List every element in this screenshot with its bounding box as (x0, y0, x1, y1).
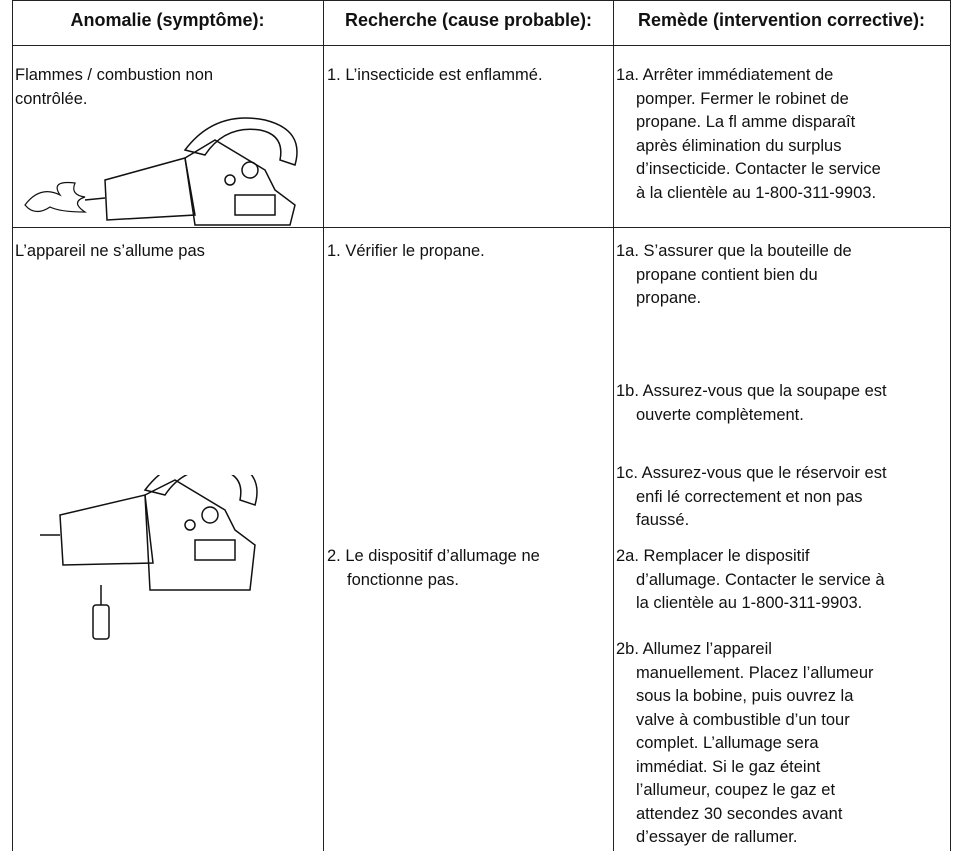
symptom: L’appareil ne s’allume pas (15, 240, 205, 264)
text-line: pomper. Fermer le robinet de (636, 89, 849, 108)
text-line: manuellement. Placez l’allumeur (636, 663, 874, 682)
text-line: 2. Le dispositif d’allumage ne (327, 547, 540, 565)
text-line: contrôlée. (15, 89, 88, 108)
text-line: propane. La fl amme disparaît (636, 113, 856, 131)
text-line: 2b. Allumez l’appareil (616, 640, 772, 658)
text-line: ouverte complètement. (636, 405, 804, 424)
cause: 2. Le dispositif d’allumage ne fonctionne… (327, 545, 540, 592)
text-line: immédiat. Si le gaz éteint (636, 757, 821, 776)
text-line: 1. Vérifier le propane. (327, 242, 485, 260)
rule (12, 0, 13, 851)
text-line: valve à combustible d’un tour (636, 710, 850, 729)
text-line: faussé. (636, 511, 690, 529)
remedy: 1c. Assurez-vous que le réservoir est enf… (616, 462, 887, 533)
text-line: d’allumage. Contacter le service à (636, 570, 885, 589)
text-line: attendez 30 secondes avant (636, 804, 843, 823)
text-line: 1a. Arrêter immédiatement de (616, 66, 834, 84)
rule (613, 0, 614, 851)
rule (950, 0, 951, 851)
header-cell: Anomalie (symptôme): (12, 10, 323, 31)
header-cell: Remède (intervention corrective): (613, 10, 950, 31)
remedy: 1a. S’assurer que la bouteille de propane… (616, 240, 852, 311)
rule (323, 0, 324, 851)
text-line: L’appareil ne s’allume pas (15, 242, 205, 260)
remedy: 2a. Remplacer le dispositif d’allumage. C… (616, 545, 885, 616)
text-line: Flammes / combustion non (15, 66, 214, 84)
text-line: d’essayer de rallumer. (636, 828, 798, 846)
text-line: 1. L’insecticide est enflammé. (327, 66, 543, 84)
remedy: 1b. Assurez-vous que la soupape est ouver… (616, 380, 887, 427)
header-text: Anomalie (symptôme): (70, 10, 265, 30)
text-line: propane contient bien du (636, 265, 818, 284)
text-line: 1b. Assurez-vous que la soupape est (616, 382, 887, 400)
rule (12, 0, 950, 1)
heater-illustration (40, 475, 258, 640)
rule (12, 45, 950, 46)
text-line: enfi lé correctement et non pas (636, 487, 863, 506)
heater-illustration (24, 117, 298, 226)
rule (12, 227, 950, 228)
text-line: la clientèle au 1-800-311-9903. (636, 594, 863, 612)
remedy: 1a. Arrêter immédiatement de pomper. Ferm… (616, 64, 881, 205)
text-line: d’insecticide. Contacter le service (636, 160, 881, 178)
text-line: 1a. S’assurer que la bouteille de (616, 242, 852, 260)
text-line: 1c. Assurez-vous que le réservoir est (616, 464, 887, 482)
header-text: Recherche (cause probable): (344, 10, 593, 30)
text-line: sous la bobine, puis ouvrez la (636, 687, 854, 705)
text-line: l’allumeur, coupez le gaz et (636, 781, 836, 799)
header-text: Remède (intervention corrective): (637, 10, 926, 30)
cause: 1. L’insecticide est enflammé. (327, 64, 543, 88)
text-line: après élimination du surplus (636, 136, 842, 155)
cause: 1. Vérifier le propane. (327, 240, 485, 264)
remedy: 2b. Allumez l’appareil manuellement. Plac… (616, 638, 874, 850)
text-line: fonctionne pas. (347, 570, 459, 589)
text-line: complet. L’allumage sera (636, 734, 819, 752)
text-line: à la clientèle au 1-800-311-9903. (636, 183, 877, 202)
symptom: Flammes / combustion non contrôlée. (15, 64, 213, 111)
header-cell: Recherche (cause probable): (324, 10, 613, 31)
text-line: 2a. Remplacer le dispositif (616, 547, 810, 565)
text-line: propane. (636, 289, 702, 307)
